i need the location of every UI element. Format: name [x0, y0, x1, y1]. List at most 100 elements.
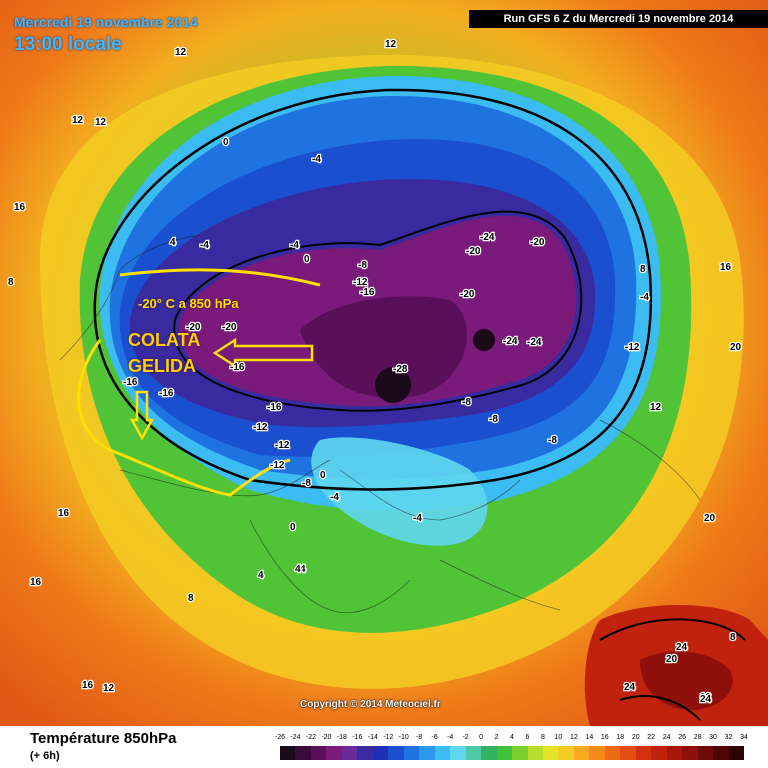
isotherm-value-label: 8	[8, 277, 14, 288]
scale-swatch	[434, 746, 451, 760]
map-time: 13:00 locale	[14, 34, 122, 55]
scale-tick-label: -26	[274, 734, 286, 741]
cold-core-minus28c	[375, 367, 411, 403]
scale-tick-label: 14	[585, 734, 594, 741]
isotherm-value-label: 20	[666, 654, 678, 665]
isotherm-value-label: -4	[200, 240, 209, 251]
scale-tick-label: -8	[416, 734, 423, 741]
isotherm-value-label: -8	[548, 435, 557, 446]
cold-core-minus24c	[473, 329, 495, 351]
scale-swatch	[341, 746, 358, 760]
scale-swatch	[419, 746, 435, 760]
product-title: Température 850hPa	[30, 730, 177, 747]
copyright-text: Copyright © 2014 Meteociel.fr	[300, 699, 441, 710]
scale-swatch	[651, 746, 667, 760]
annotation-line2: GELIDA	[128, 356, 197, 376]
annotation-outline	[77, 339, 291, 497]
scale-swatch	[403, 746, 420, 760]
isotherm-value-label: 4	[170, 237, 176, 248]
isotherm-value-label: -24	[503, 336, 518, 347]
isotherm-value-label: 8	[640, 264, 646, 275]
isotherm-value-label: 12	[72, 115, 84, 126]
scale-tick-label: 22	[647, 734, 656, 741]
isotherm-value-label: 8	[188, 593, 194, 604]
scale-swatch	[388, 746, 404, 760]
isotherm-value-label: 8	[730, 632, 736, 643]
scale-swatch	[280, 746, 296, 760]
temperature-850hpa-map: 12 16 12 12 12 8 4 0 -4 -4 -4 0 -8 -12 -16 -20 -24 -20 -24…	[0, 0, 768, 726]
isotherm-value-label: 0	[223, 137, 229, 148]
scale-swatch	[697, 746, 714, 760]
arrow-left-icon	[212, 337, 314, 369]
zone-africa-28c	[640, 651, 733, 710]
forecast-step: (+ 6h)	[30, 750, 60, 762]
scale-swatch	[589, 746, 605, 760]
scale-swatch	[496, 746, 513, 760]
isotherm-value-label: -20	[186, 322, 201, 333]
scale-tick-label: 10	[554, 734, 563, 741]
isotherm-value-label: -12	[625, 342, 640, 353]
isotherm-value-label: 0	[320, 470, 326, 481]
isotherm-value-label: 4	[300, 564, 306, 575]
isotherm-value-label: 4	[258, 570, 264, 581]
scale-swatch	[326, 746, 342, 760]
scale-swatch	[450, 746, 466, 760]
zone-europe-minus4c	[311, 437, 488, 546]
isotherm-value-label: 16	[14, 202, 26, 213]
scale-tick-label: 18	[616, 734, 625, 741]
isotherm-value-label: 12	[175, 47, 187, 58]
isotherm-value-label: -12	[270, 460, 285, 471]
scale-tick-label: 30	[709, 734, 717, 741]
isotherm-value-label: 16	[720, 262, 732, 273]
scale-tick-label: -2	[462, 734, 469, 741]
scale-tick-label: -6	[431, 734, 438, 741]
isotherm-value-label: -4	[312, 154, 321, 165]
scale-swatch	[481, 746, 497, 760]
scale-tick-label: -12	[383, 734, 394, 741]
isotherm-value-label: -20	[530, 237, 545, 248]
scale-tick-label: 20	[631, 734, 640, 741]
scale-swatch	[604, 746, 621, 760]
scale-tick-label: -14	[367, 734, 378, 741]
isotherm-value-label: -20	[466, 246, 481, 257]
model-run-banner: Run GFS 6 Z du Mercredi 19 novembre 2014	[469, 10, 768, 28]
isotherm-value-label: 20	[704, 513, 716, 524]
scale-swatch	[666, 746, 683, 760]
isotherm-value-label: 24	[624, 682, 636, 693]
isotherm-value-label: -16	[230, 362, 245, 373]
isotherm-value-label: -8	[358, 260, 367, 271]
scale-tick-label: 34	[740, 734, 748, 741]
isotherm-value-label: -12	[275, 440, 290, 451]
isotherm-value-label: 12	[103, 683, 115, 694]
scale-tick-label: 32	[724, 734, 733, 741]
isotherm-value-label: -28	[393, 364, 408, 375]
scale-tick-label: 0	[479, 734, 484, 741]
scale-swatch	[372, 746, 389, 760]
scale-tick-label: 28	[693, 734, 702, 741]
scale-tick-label: 26	[678, 734, 687, 741]
scale-tick-label: 8	[540, 734, 545, 741]
isotherm-value-label: -24	[480, 232, 495, 243]
isotherm-value-label: 12	[385, 39, 397, 50]
isotherm-value-label: 0	[304, 254, 310, 265]
scale-swatch	[573, 746, 590, 760]
isotherm-value-label: 16	[82, 680, 94, 691]
isotherm-value-label: -20	[460, 289, 475, 300]
isotherm-value-label: 12	[95, 117, 107, 128]
isotherm-value-label: -12	[353, 277, 368, 288]
isotherm-value-label: -4	[413, 513, 422, 524]
isotherm-value-label: 20	[730, 342, 742, 353]
scale-tick-label: -4	[447, 734, 454, 741]
scale-swatch	[310, 746, 327, 760]
scale-swatch	[527, 746, 543, 760]
zone-minus24c	[300, 296, 467, 398]
isotherm-value-label: -16	[159, 388, 174, 399]
scale-tick-label: 4	[510, 734, 514, 741]
isotherm-value-label: 12	[700, 692, 712, 703]
scale-swatch	[295, 746, 311, 760]
isotherm-value-label: -4	[290, 240, 299, 251]
isotherm-labels: 12 16 12 12 12 8 4 0 -4 -4 -4 0 -8 -12 -16 -20 -24 -20 -24…	[7, 38, 743, 707]
scale-tick-label: 16	[600, 734, 609, 741]
scale-tick-label: -22	[305, 734, 316, 741]
isotherm-value-label: -20	[222, 322, 237, 333]
